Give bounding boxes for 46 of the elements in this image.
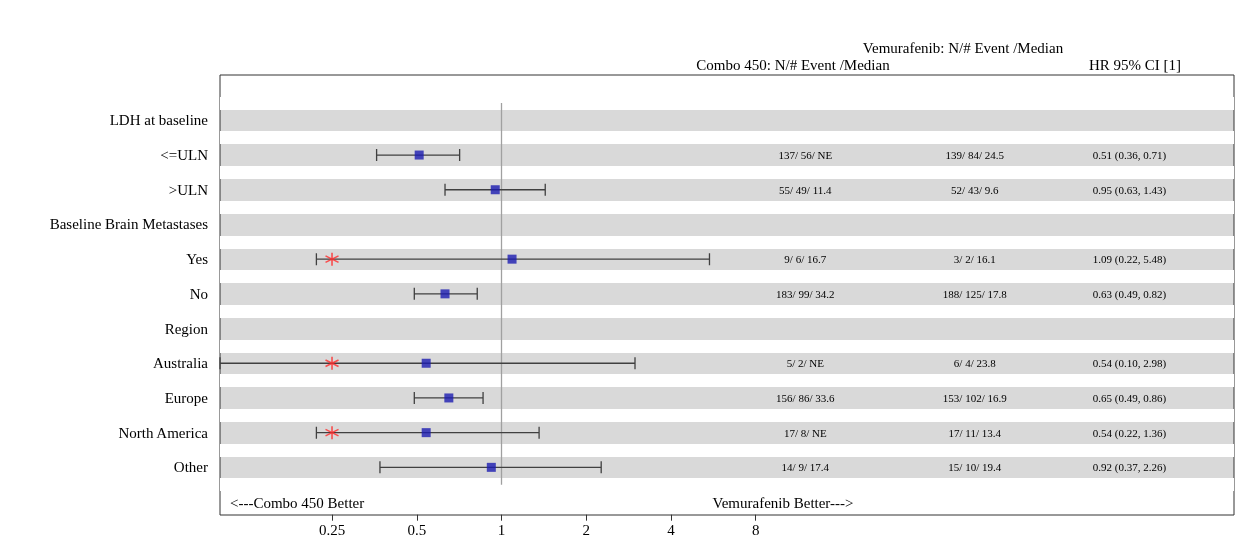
annotation: 0.51 (0.36, 0.71) — [1092, 149, 1167, 163]
y-tick-label: <=ULN — [160, 147, 209, 164]
annotation: 55/ 49/ 11.4 — [779, 183, 833, 196]
annotation: 137/ 56/ NE — [778, 149, 833, 162]
text: Vemurafenib: N/# Event /Median — [862, 40, 1064, 56]
text: Combo 450: N/# Event /Median — [696, 57, 891, 73]
annotation: 188/ 125/ 17.8 — [942, 287, 1008, 300]
x-tick-label: 8 — [751, 522, 760, 539]
annotation: 9/ 6/ 16.7 — [784, 253, 827, 266]
annotation: 153/ 102/ 16.9 — [942, 391, 1008, 404]
annotation: 17/ 11/ 13.4 — [948, 426, 1002, 439]
annotation: 0.54 (0.10, 2.98) — [1092, 357, 1167, 371]
annotation: 15/ 10/ 19.4 — [948, 461, 1002, 474]
text: Vemurafenib Better---> — [712, 495, 854, 511]
annotation: 14/ 9/ 17.4 — [781, 461, 830, 474]
annotation: 1.09 (0.22, 5.48) — [1092, 253, 1167, 267]
y-tick-label: North America — [118, 424, 209, 441]
annotation: 5/ 2/ NE — [786, 357, 825, 370]
y-tick-label: No — [189, 285, 208, 302]
y-tick-label: LDH at baseline — [109, 112, 209, 129]
annotation: 3/ 2/ 16.1 — [953, 253, 996, 266]
y-tick-label: Region — [164, 320, 209, 337]
x-tick-label: 4 — [667, 522, 676, 539]
y-tick-label: >ULN — [168, 181, 209, 198]
y-tick-label: Yes — [186, 251, 209, 268]
annotation: 0.95 (0.63, 1.43) — [1092, 183, 1167, 197]
annotation: 0.65 (0.49, 0.86) — [1092, 391, 1167, 405]
annotation: 139/ 84/ 24.5 — [945, 149, 1005, 162]
y-tick-label: Baseline Brain Metastases — [49, 216, 209, 233]
x-tick-label: 0.5 — [407, 522, 427, 539]
annotation: 52/ 43/ 9.6 — [951, 183, 999, 196]
x-tick-label: 0.25 — [318, 522, 346, 539]
annotation: 156/ 86/ 33.6 — [776, 391, 835, 404]
annotation: 17/ 8/ NE — [783, 426, 827, 439]
annotation: 0.54 (0.22, 1.36) — [1092, 426, 1167, 440]
x-tick-label: 2 — [582, 522, 590, 539]
annotation: 0.63 (0.49, 0.82) — [1092, 287, 1167, 301]
annotation: 6/ 4/ 23.8 — [953, 357, 997, 370]
text: HR 95% CI [1] — [1088, 57, 1182, 73]
y-tick-label: Europe — [164, 389, 209, 406]
text: <---Combo 450 Better — [230, 495, 365, 511]
y-tick-label: Other — [173, 459, 208, 476]
x-tick-label: 1 — [497, 522, 506, 539]
annotation: 183/ 99/ 34.2 — [776, 287, 835, 300]
y-tick-label: Australia — [153, 355, 209, 372]
annotation: 0.92 (0.37, 2.26) — [1092, 461, 1167, 475]
